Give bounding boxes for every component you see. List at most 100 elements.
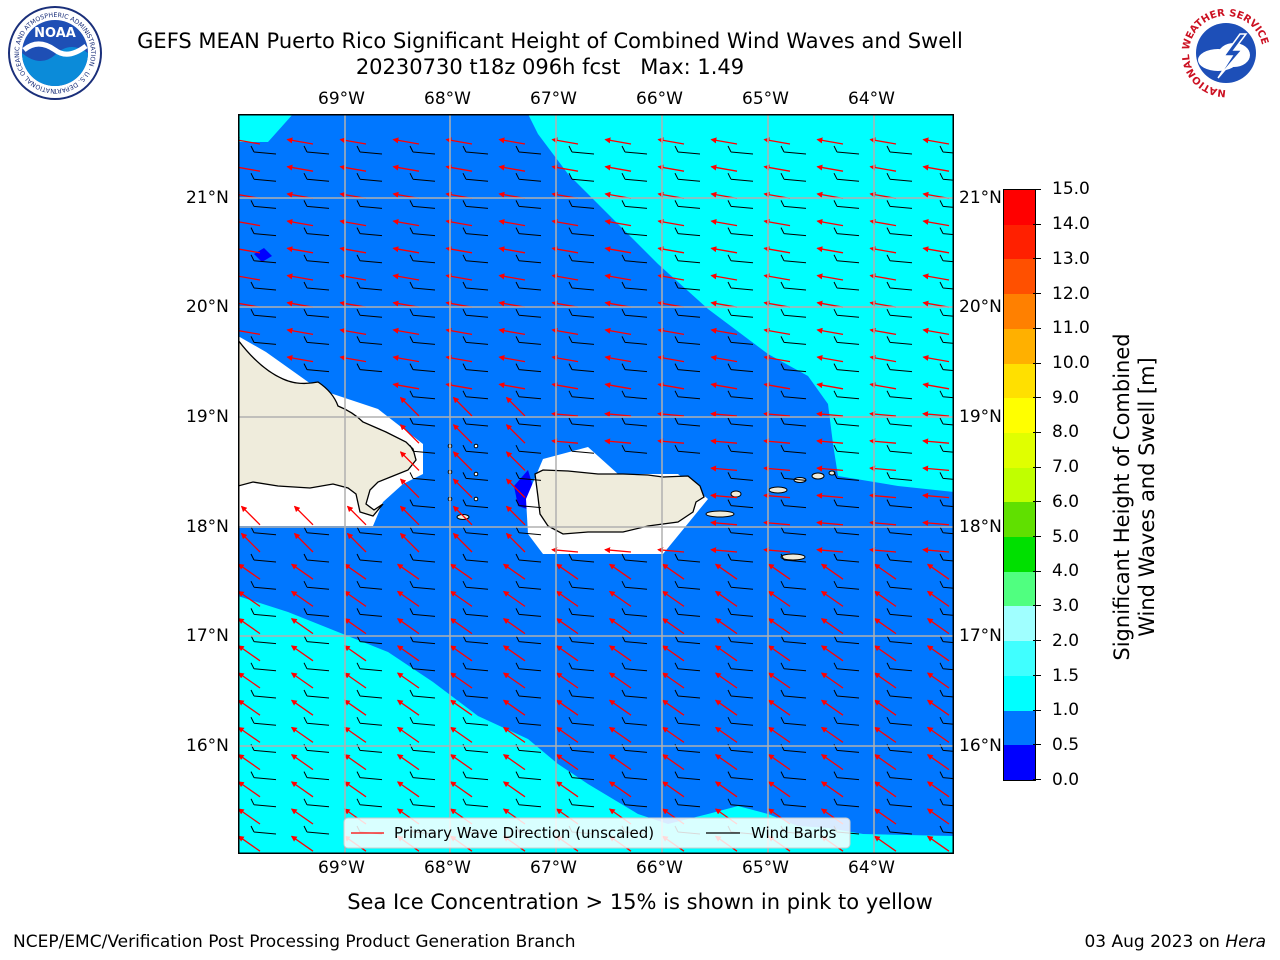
wave-height-map: Primary Wave Direction (unscaled) Wind B… — [238, 114, 954, 854]
wave-direction-arrow — [396, 726, 420, 743]
wind-barb — [250, 825, 277, 835]
wind-barb — [780, 444, 807, 454]
wind-barb — [409, 145, 436, 155]
wave-direction-arrow — [238, 618, 261, 635]
wind-barb — [515, 172, 542, 182]
wave-direction-arrow — [714, 672, 738, 689]
wave-direction-arrow — [926, 563, 950, 580]
wind-barb — [356, 363, 383, 373]
wind-barb — [833, 308, 860, 318]
wave-direction-arrow — [396, 563, 420, 580]
wind-barb — [727, 526, 754, 536]
wind-barb — [250, 281, 277, 291]
wave-direction-arrow — [604, 219, 632, 227]
wind-barb — [727, 689, 754, 699]
wave-direction-arrow — [710, 411, 738, 418]
wave-direction-arrow — [816, 492, 844, 499]
wind-barb — [939, 390, 954, 399]
wind-barb — [939, 825, 954, 834]
wind-barb — [833, 580, 860, 590]
colorbar-segment — [1004, 259, 1035, 295]
wind-barb — [674, 662, 701, 672]
wind-barb — [727, 363, 754, 373]
wind-barb — [462, 172, 489, 182]
wind-barb — [780, 390, 807, 400]
wind-barb — [727, 390, 754, 400]
wave-direction-arrow — [290, 808, 314, 825]
wind-barb — [674, 281, 701, 291]
wave-direction-arrow — [608, 754, 632, 771]
colorbar-tick-label: 14.0 — [1052, 214, 1090, 234]
wave-direction-arrow — [498, 382, 526, 390]
islet — [473, 496, 479, 502]
wave-direction-arrow — [873, 563, 897, 580]
wind-barb — [780, 499, 807, 509]
wave-direction-arrow — [396, 754, 420, 771]
chart-title: GEFS MEAN Puerto Rico Significant Height… — [137, 29, 963, 53]
wind-barb — [515, 390, 542, 400]
wave-direction-arrow — [449, 726, 473, 743]
wave-direction-arrow — [922, 355, 950, 363]
colorbar-segment — [1004, 710, 1035, 746]
wind-barb — [939, 444, 954, 453]
st-croix-island — [780, 553, 806, 561]
wind-barb — [303, 363, 330, 373]
wave-direction-arrow — [816, 438, 844, 445]
colorbar-segment — [1004, 224, 1035, 260]
wave-direction-arrow — [449, 618, 473, 635]
wave-direction-arrow — [396, 672, 420, 689]
wind-barb — [780, 254, 807, 264]
wind-barb — [621, 200, 648, 209]
wind-barb — [727, 580, 754, 590]
footer-date: 03 Aug 2023 on Hera — [1084, 932, 1266, 952]
wave-direction-arrow — [498, 164, 526, 172]
wind-barb — [356, 608, 383, 617]
wave-direction-arrow — [816, 355, 844, 363]
wave-direction-arrow — [922, 519, 950, 526]
wind-barb — [409, 553, 436, 563]
wind-barb — [250, 689, 277, 699]
wind-barb — [886, 200, 913, 209]
wind-barb — [674, 798, 701, 808]
wave-direction-arrow — [286, 273, 314, 281]
wave-direction-arrow — [661, 645, 685, 662]
wind-barb — [356, 526, 383, 536]
colorbar-segment — [1004, 328, 1035, 364]
wave-direction-arrow — [873, 726, 897, 743]
wind-barb — [462, 499, 489, 509]
colorbar-segment — [1004, 432, 1035, 468]
wave-direction-arrow — [290, 618, 314, 635]
wave-direction-arrow — [710, 219, 738, 227]
colorbar-tick-label: 0.0 — [1052, 770, 1080, 790]
map-legend: Primary Wave Direction (unscaled) Wind B… — [343, 817, 851, 849]
wave-direction-arrow — [392, 355, 420, 363]
colorbar-tick-label: 12.0 — [1052, 284, 1090, 304]
wave-direction-arrow — [396, 645, 420, 662]
wind-barb — [303, 336, 330, 345]
wind-barb — [303, 526, 330, 536]
wind-barb — [886, 254, 913, 264]
colorbar-tick-label: 7.0 — [1052, 457, 1080, 477]
wind-barb — [409, 363, 436, 373]
wave-direction-arrow — [452, 424, 473, 444]
wave-direction-arrow — [399, 451, 420, 471]
wind-barb — [780, 771, 807, 781]
wave-direction-arrow — [238, 754, 261, 771]
wave-direction-arrow — [449, 645, 473, 662]
hispaniola-landmass — [238, 338, 417, 517]
wind-barb — [727, 608, 754, 617]
wind-barb — [939, 499, 954, 508]
colorbar-segment — [1004, 606, 1035, 642]
wave-direction-arrow — [661, 590, 685, 607]
wind-barb — [515, 771, 542, 781]
wave-direction-arrow — [502, 590, 526, 607]
wave-direction-arrow — [816, 164, 844, 172]
wave-direction-arrow — [502, 726, 526, 743]
wind-barb — [515, 336, 542, 345]
wave-direction-arrow — [290, 699, 314, 716]
wave-direction-arrow — [346, 505, 367, 526]
wind-barb — [356, 172, 383, 182]
colorbar-tick-label: 0.5 — [1052, 735, 1080, 755]
wind-barb — [462, 716, 489, 726]
lat-label-left: 19°N — [186, 407, 229, 427]
